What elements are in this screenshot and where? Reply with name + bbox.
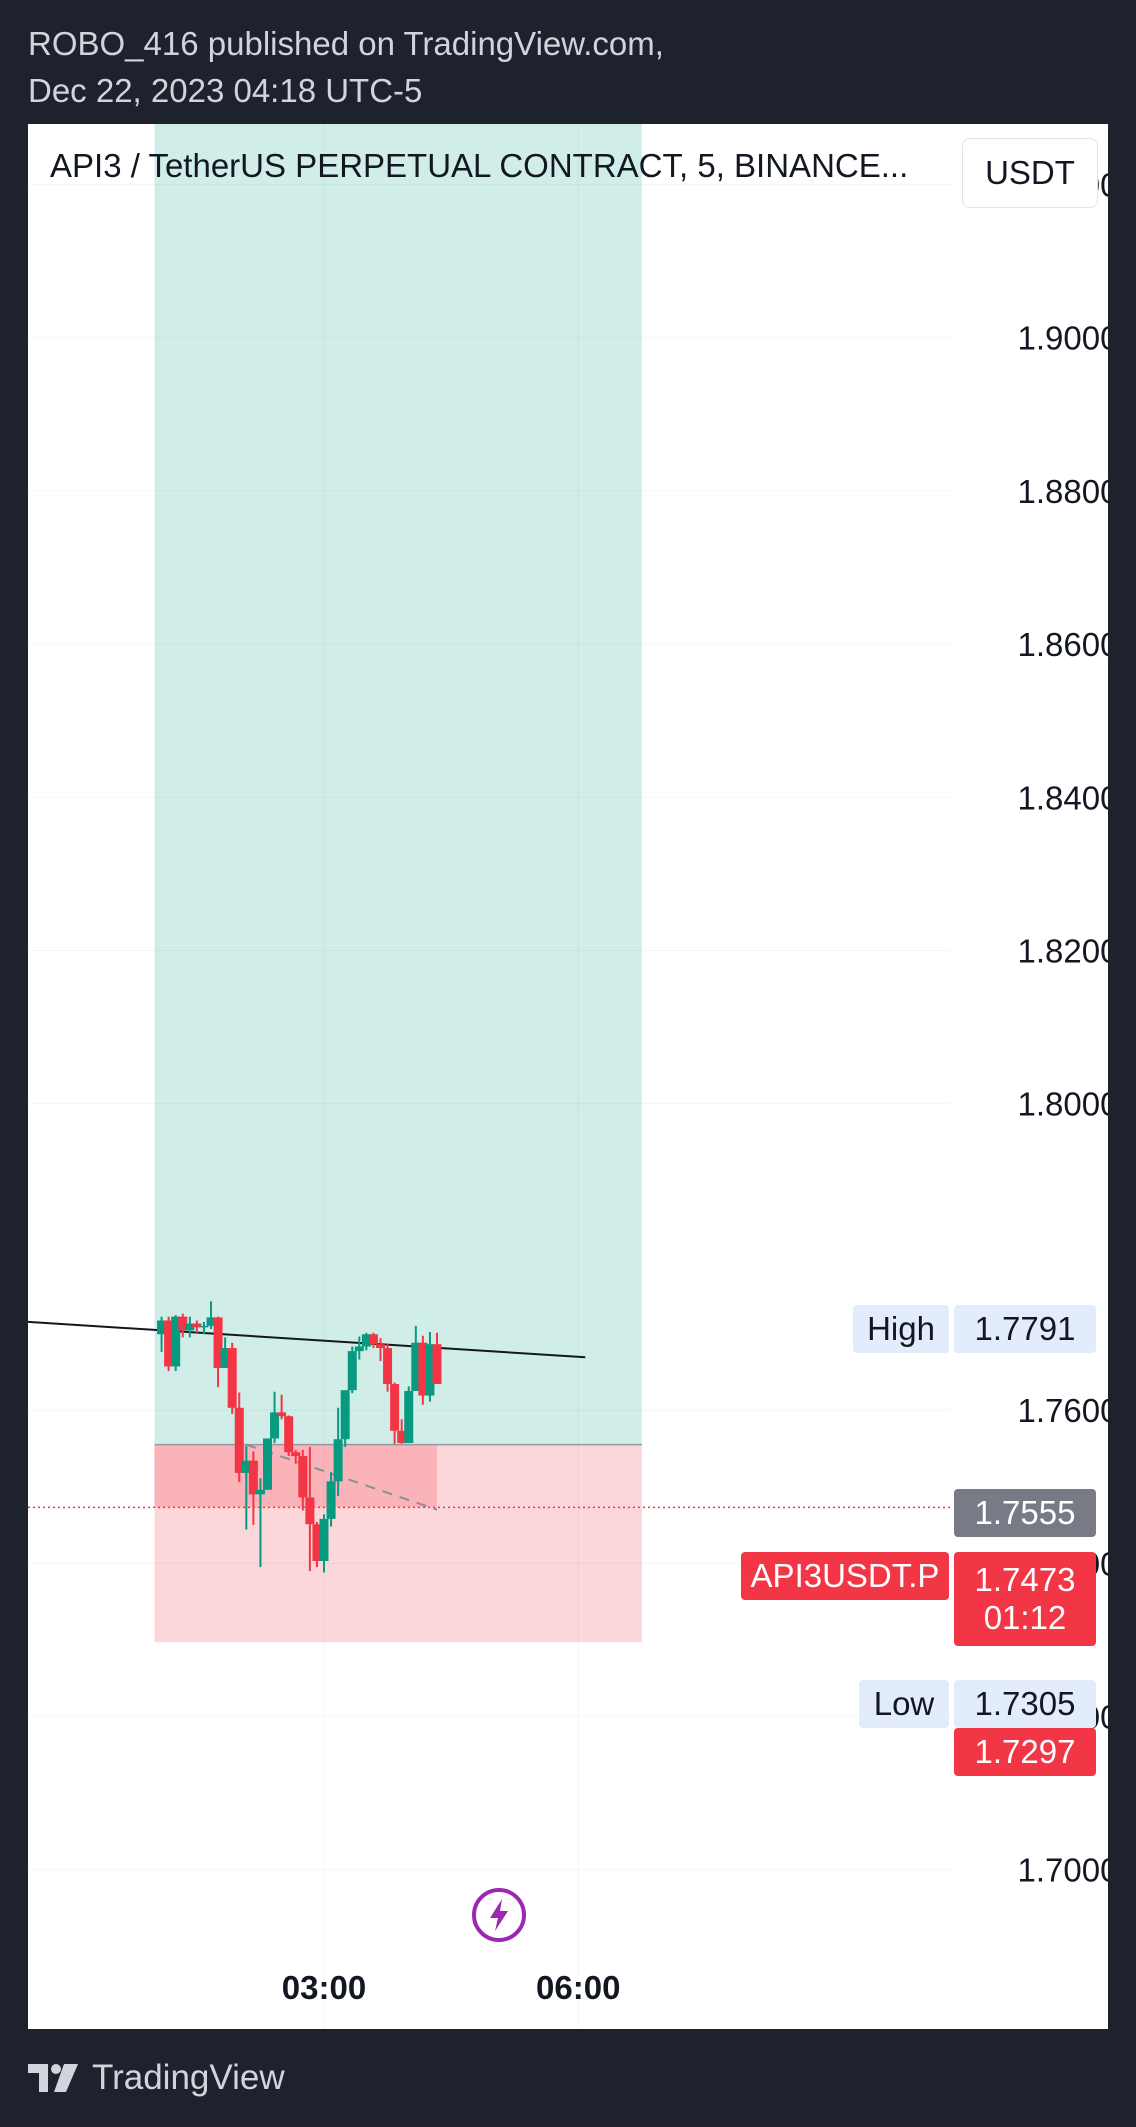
candle-body	[248, 1460, 258, 1495]
low-label: Low	[859, 1680, 949, 1728]
candle-body	[354, 1346, 364, 1352]
candle-body	[241, 1460, 251, 1473]
candle-body	[326, 1481, 336, 1519]
price-tick-label: 1.8000	[1018, 1086, 1108, 1123]
candle-body	[185, 1323, 195, 1331]
time-tick-label: 03:00	[282, 1969, 366, 2006]
candle-body	[312, 1524, 322, 1562]
tradingview-brand[interactable]: TradingView	[92, 2058, 285, 2097]
candle-body	[361, 1334, 371, 1347]
candle-body	[157, 1320, 167, 1335]
chart-frame[interactable]: 1.92001.90001.88001.86001.84001.82001.80…	[28, 124, 1108, 2029]
candle-body	[390, 1384, 400, 1431]
dashed-line	[245, 1443, 438, 1511]
trendline	[28, 1320, 586, 1359]
candle-body	[368, 1334, 378, 1345]
profit-zone	[154, 124, 642, 1445]
price-tick-label: 1.9000	[1018, 320, 1108, 357]
candle-body	[192, 1323, 202, 1328]
candle-body	[411, 1342, 421, 1391]
candle-body	[340, 1390, 350, 1440]
candle-body	[255, 1489, 265, 1495]
candle-body	[404, 1390, 414, 1444]
candle-body	[199, 1325, 209, 1328]
symbol-label: API3USDT.P	[741, 1552, 949, 1600]
last-price-value: 1.7473	[974, 1561, 1076, 1598]
candle-body	[425, 1344, 435, 1396]
high-value: 1.7791	[954, 1305, 1096, 1353]
candle-body	[305, 1497, 315, 1525]
price-tick-label: 1.8800	[1018, 473, 1108, 510]
chart-canvas[interactable]: 1.92001.90001.88001.86001.84001.82001.80…	[28, 124, 1108, 2029]
price-tick-label: 1.8600	[1018, 626, 1108, 663]
publish-date: Dec 22, 2023 04:18 UTC-5	[28, 72, 423, 109]
price-tick-label: 1.8400	[1018, 779, 1108, 816]
candle-body	[284, 1416, 294, 1453]
time-tick-label: 06:00	[536, 1969, 620, 2006]
candle-body	[418, 1342, 428, 1396]
high-label: High	[853, 1305, 949, 1353]
candle-body	[263, 1438, 272, 1490]
candle-body	[333, 1439, 343, 1482]
candle-body	[270, 1412, 280, 1439]
stop-price-value: 1.7297	[954, 1728, 1096, 1776]
price-tick-label: 1.7600	[1018, 1392, 1108, 1429]
candle-body	[319, 1518, 329, 1562]
tradingview-logo-icon[interactable]	[28, 2062, 84, 2094]
candle-body	[376, 1344, 385, 1349]
candle-body	[178, 1316, 188, 1331]
bar-countdown: 01:12	[983, 1599, 1067, 1636]
entry-price-value: 1.7555	[954, 1489, 1096, 1537]
lightning-icon[interactable]	[471, 1887, 527, 1943]
candle-body	[227, 1348, 237, 1408]
low-value: 1.7305	[954, 1680, 1096, 1728]
candle-body	[171, 1316, 181, 1367]
candle-body	[164, 1320, 174, 1367]
candle-body	[397, 1430, 407, 1444]
chart-title: API3 / TetherUS PERPETUAL CONTRACT, 5, B…	[50, 147, 909, 184]
price-tick-label: 1.8200	[1018, 933, 1108, 970]
candle-body	[291, 1452, 301, 1457]
candle-body	[277, 1412, 287, 1417]
candle-body	[213, 1317, 223, 1368]
currency-unit-button[interactable]: USDT	[962, 138, 1098, 208]
last-price-box: 1.7473 01:12	[954, 1552, 1096, 1646]
publisher-line: ROBO_416 published on TradingView.com,	[28, 25, 664, 62]
candle-body	[206, 1317, 216, 1326]
candle-body	[432, 1344, 442, 1385]
candle-body	[347, 1351, 357, 1391]
candle-body	[383, 1348, 393, 1385]
candle-body	[298, 1456, 308, 1498]
candle-body	[220, 1348, 230, 1368]
candle-body	[234, 1407, 244, 1473]
